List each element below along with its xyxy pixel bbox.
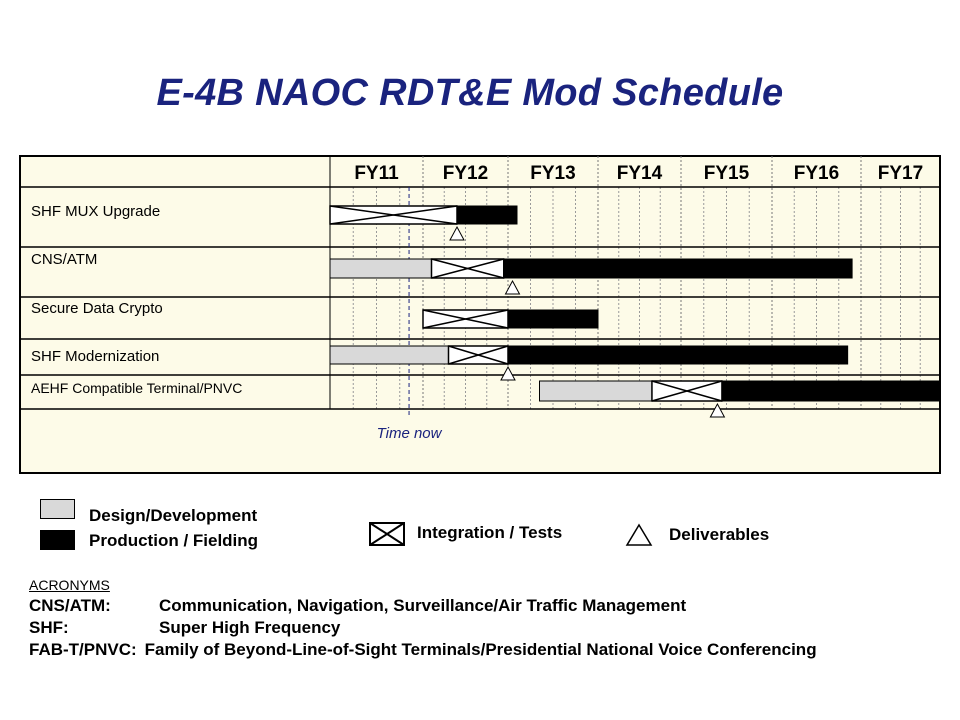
acronym-term: CNS/ATM: <box>29 596 111 615</box>
production-bar <box>507 345 849 365</box>
legend-production-label: Production / Fielding <box>89 531 259 550</box>
integration-cross <box>448 345 509 365</box>
production-bar <box>503 258 853 279</box>
fy-header-label: FY16 <box>794 163 839 184</box>
fy-header-label: FY13 <box>530 163 575 184</box>
task-label: CNS/ATM <box>31 251 97 268</box>
acronyms-section: ACRONYMS CNS/ATM: Communication, Navigat… <box>29 577 817 661</box>
acronyms-heading: ACRONYMS <box>29 577 110 593</box>
acronym-row: FAB-T/PNVC: Family of Beyond-Line-of-Sig… <box>29 639 817 661</box>
time-now-label: Time now <box>377 425 443 442</box>
acronym-row: SHF: Super High Frequency <box>29 617 817 639</box>
task-label: AEHF Compatible Terminal/PNVC <box>31 380 242 396</box>
acronym-row: CNS/ATM: Communication, Navigation, Surv… <box>29 595 817 617</box>
task-label: SHF Modernization <box>31 348 159 365</box>
production-bar <box>721 380 941 402</box>
deliverable-triangle-icon <box>500 365 516 381</box>
integration-cross <box>329 205 458 225</box>
design-bar <box>539 380 653 402</box>
schedule-chart: FY11 FY12 FY13 FY14 FY15 FY16 FY17 Time now SHF … <box>19 155 941 474</box>
fy-header-label: FY11 <box>354 163 399 184</box>
fy-header-label: FY14 <box>617 163 663 184</box>
legend-production-swatch <box>40 530 75 550</box>
integration-cross <box>431 258 504 279</box>
deliverable-triangle-icon <box>449 225 465 241</box>
task-label: Secure Data Crypto <box>31 300 163 317</box>
legend-integration-label: Integration / Tests <box>417 523 563 542</box>
fy-header-label: FY17 <box>878 163 923 184</box>
acronym-term: FAB-T/PNVC: <box>29 640 137 659</box>
acronym-definition: Super High Frequency <box>159 618 341 637</box>
legend-integration-swatch <box>369 522 405 546</box>
deliverable-triangle-icon <box>709 402 726 418</box>
design-bar <box>329 345 449 365</box>
acronym-definition: Family of Beyond-Line-of-Sight Terminals… <box>144 640 817 659</box>
fy-header-label: FY15 <box>704 163 750 184</box>
production-bar <box>507 309 599 329</box>
integration-cross <box>422 309 509 329</box>
legend-deliverables-label: Deliverables <box>669 525 770 544</box>
page-title: E-4B NAOC RDT&E Mod Schedule <box>156 72 784 114</box>
task-label: SHF MUX Upgrade <box>31 203 160 220</box>
fy-header-label: FY12 <box>443 163 488 184</box>
integration-cross <box>651 380 723 402</box>
legend-design-label: Design/Development <box>89 506 258 525</box>
acronym-term: SHF: <box>29 618 69 637</box>
legend-deliverable-triangle-icon <box>625 523 653 546</box>
design-bar <box>329 258 432 279</box>
deliverable-triangle-icon <box>504 279 521 295</box>
acronym-definition: Communication, Navigation, Surveillance/… <box>159 596 687 615</box>
production-bar <box>456 205 518 225</box>
legend-design-swatch <box>40 499 75 519</box>
